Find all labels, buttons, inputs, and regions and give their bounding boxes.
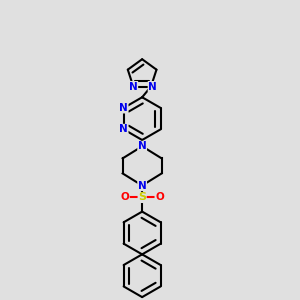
Text: N: N — [148, 82, 157, 92]
Text: N: N — [119, 124, 128, 134]
Text: N: N — [129, 82, 138, 92]
Text: S: S — [138, 193, 146, 202]
Text: O: O — [155, 193, 164, 202]
Text: O: O — [121, 193, 129, 202]
Text: N: N — [138, 141, 146, 151]
Text: N: N — [138, 181, 146, 190]
Text: N: N — [119, 103, 128, 113]
